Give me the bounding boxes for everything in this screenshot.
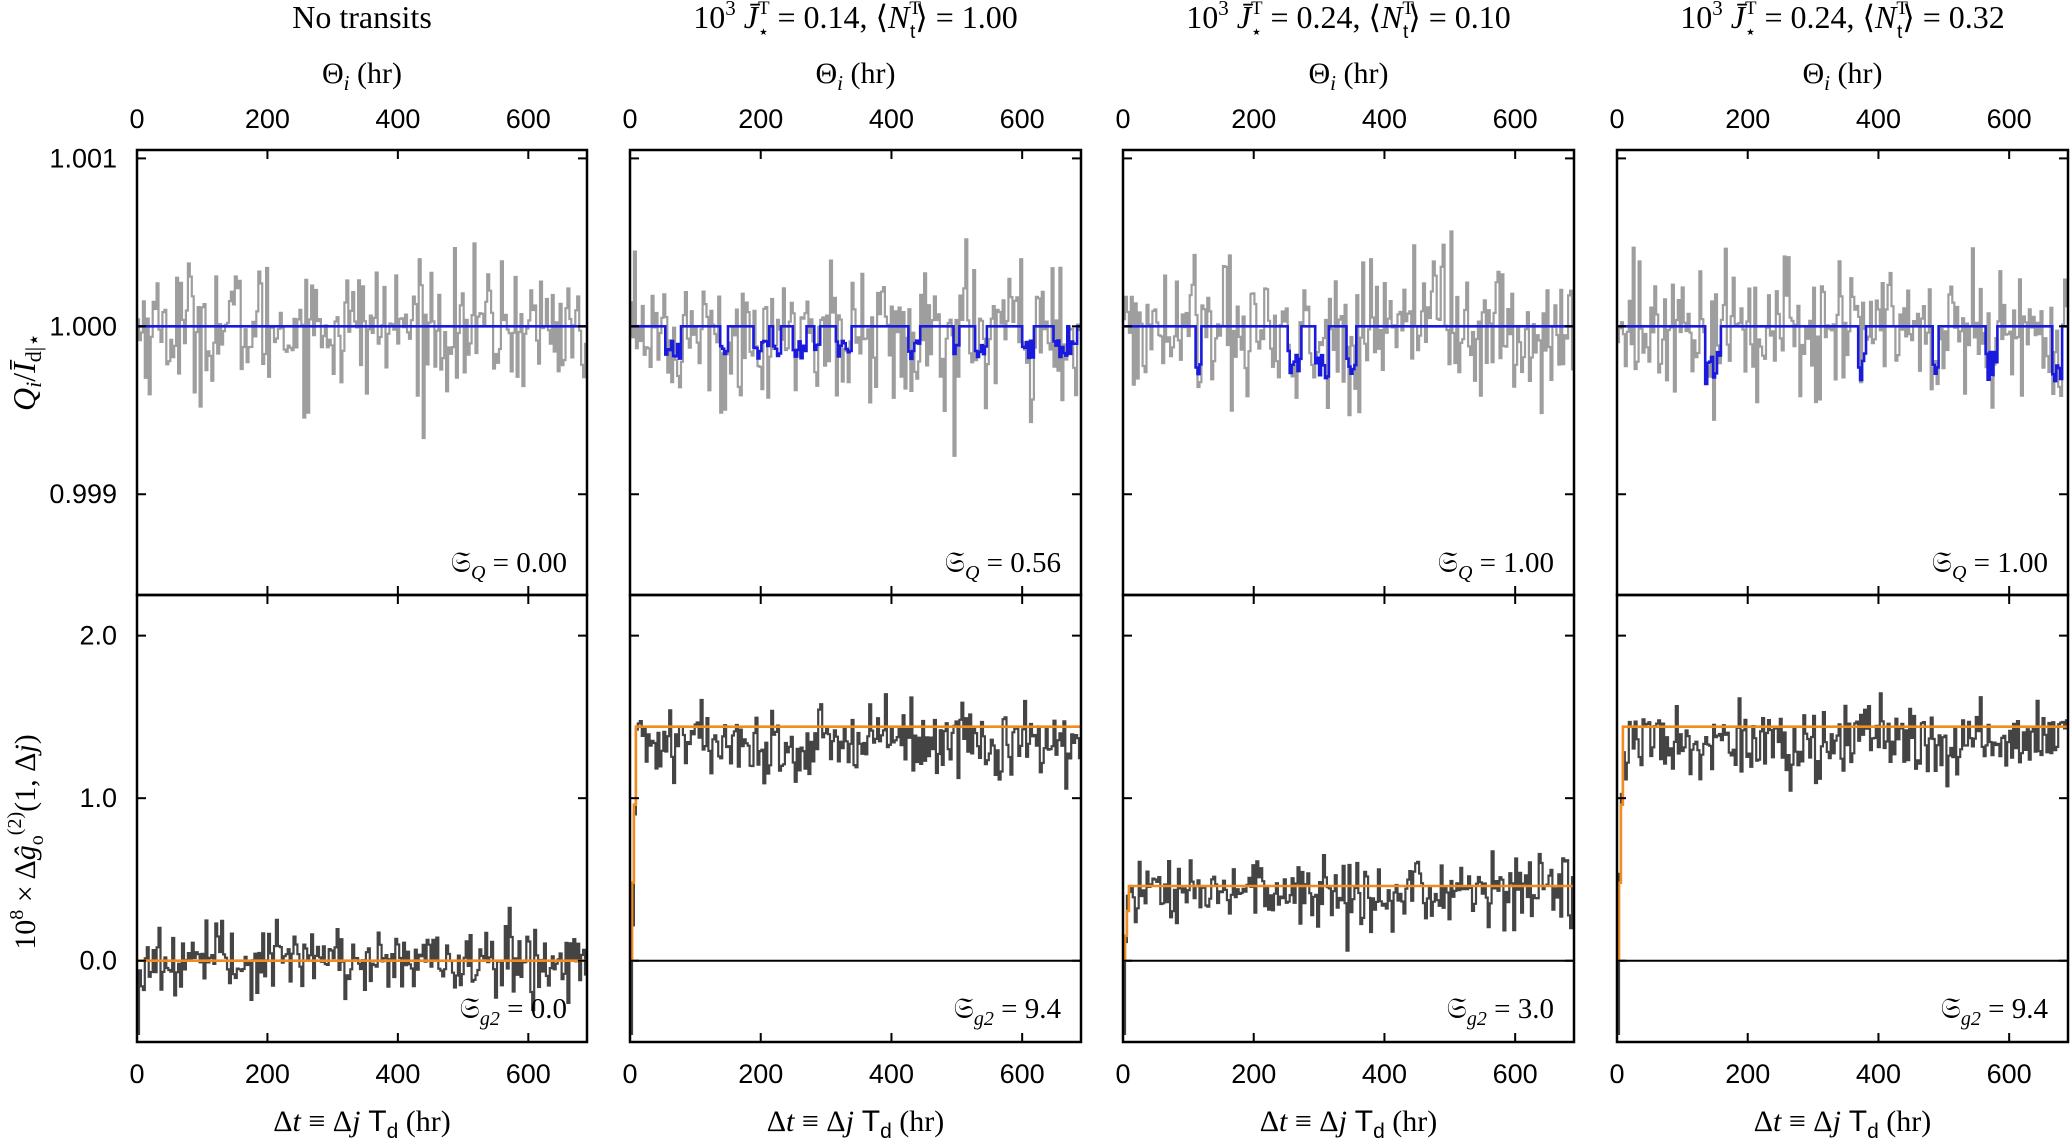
x-axis-label-top: Θi (hr) [322,57,402,95]
bottom-series [1617,692,2068,1035]
bottom-frame [1121,593,1576,1044]
x-tick-label-bottom: 0 [1609,1059,1624,1089]
q-data-line [1123,230,1574,417]
x-tick-label-top: 400 [375,104,420,134]
x-tick-label-top: 0 [1115,104,1130,134]
x-tick-label-top: 600 [1493,104,1538,134]
g2-data-line [1617,692,2068,1035]
x-tick-label-top: 400 [869,104,914,134]
panel-2: 103 J̄T ⋆ = 0.14, ⟨NT t⟩ = 1.00 Θi (hr) Δt ≡… [622,0,1083,1139]
q-data-line [630,238,1081,457]
x-tick-label-top: 0 [622,104,637,134]
x-tick-label-top: 0 [1609,104,1624,134]
x-tick-label-bottom: 600 [506,1059,551,1089]
transit-model-line [1123,325,1574,380]
bottom-series [1123,850,1574,1035]
y-tick-label-bottom: 1.0 [79,783,117,813]
y-axis-label-top: Qi/Īd|⋆ [6,333,46,411]
x-axis-label-bottom: Δt ≡ Δj Td (hr) [273,1105,451,1139]
top-frame [628,148,1083,597]
x-tick-label-bottom: 600 [1493,1059,1538,1089]
x-tick-label-bottom: 200 [1231,1059,1276,1089]
panel-title: 103 J̄T ⋆ = 0.24, ⟨NT t⟩ = 0.10 [1186,0,1511,43]
bottom-frame [1615,593,2070,1044]
y-tick-label-bottom: 0.0 [79,946,117,976]
x-tick-label-top: 400 [1856,104,1901,134]
x-tick-label-top: 0 [129,104,144,134]
x-tick-label-bottom: 400 [1362,1059,1407,1089]
x-tick-label-bottom: 0 [1115,1059,1130,1089]
y-tick-label-top: 1.001 [49,143,117,173]
g2-data-line [630,693,1081,1035]
top-series [137,242,587,440]
transit-model-line [1617,325,2068,386]
x-axis-label-bottom: Δt ≡ Δj Td (hr) [767,1105,945,1139]
x-tick-label-bottom: 0 [622,1059,637,1089]
x-tick-label-top: 200 [738,104,783,134]
x-axis-label-top: Θi (hr) [1309,57,1389,95]
x-tick-label-bottom: 200 [1725,1059,1770,1089]
x-tick-label-bottom: 600 [1000,1059,1045,1089]
x-axis-label-top: Θi (hr) [1803,57,1883,95]
x-axis-label-bottom: Δt ≡ Δj Td (hr) [1260,1105,1438,1139]
x-tick-label-top: 200 [1725,104,1770,134]
stat-label-q: 𝔖Q = 0.00 [451,547,567,584]
g2-data-line [137,906,587,1035]
stat-label-g2: 𝔖g2 = 0.0 [460,993,567,1030]
x-tick-label-bottom: 600 [1987,1059,2032,1089]
x-tick-label-bottom: 400 [869,1059,914,1089]
panel-3: 103 J̄T ⋆ = 0.24, ⟨NT t⟩ = 0.10 Θi (hr) Δt ≡… [1115,0,1576,1139]
y-tick-label-top: 1.000 [49,311,117,341]
stat-label-g2: 𝔖g2 = 9.4 [954,993,1062,1030]
svg-text:108 × Δĝo(2)(1, Δj): 108 × Δĝo(2)(1, Δj) [4,734,48,950]
bottom-frame [135,593,589,1044]
transit-model-line [630,325,1081,361]
x-tick-label-top: 600 [1987,104,2032,134]
g2-model-line [1123,884,1574,962]
x-tick-label-bottom: 200 [738,1059,783,1089]
x-axis-label-bottom: Δt ≡ Δj Td (hr) [1754,1105,1932,1139]
x-axis-label-top: Θi (hr) [816,57,896,95]
x-tick-label-top: 600 [1000,104,1045,134]
stat-label-q: 𝔖Q = 1.00 [1438,547,1554,584]
top-series [1123,230,1574,417]
top-series [630,238,1081,457]
x-tick-label-top: 400 [1362,104,1407,134]
stat-label-q: 𝔖Q = 0.56 [945,547,1061,584]
panel-4: 103 J̄T ⋆ = 0.24, ⟨NT t⟩ = 0.32 Θi (hr) Δt ≡… [1609,0,2070,1139]
svg-text:Qi/Īd|⋆: Qi/Īd|⋆ [6,333,46,411]
panel-1: No transits Θi (hr) Δt ≡ Δj Td (hr) 0 0 200 20… [49,0,589,1139]
x-tick-label-bottom: 0 [129,1059,144,1089]
g2-model-line [1617,725,2068,962]
x-tick-label-bottom: 400 [1856,1059,1901,1089]
top-series [1617,246,2068,421]
panel-title: 103 J̄T ⋆ = 0.14, ⟨NT t⟩ = 1.00 [693,0,1018,43]
x-tick-label-bottom: 400 [375,1059,420,1089]
g2-data-line [1123,850,1574,1035]
panel-title: No transits [292,0,432,35]
stat-label-q: 𝔖Q = 1.00 [1932,547,2048,584]
y-axis-label-bottom: 108 × Δĝo(2)(1, Δj) [4,734,48,950]
x-tick-label-top: 600 [506,104,551,134]
stat-label-g2: 𝔖g2 = 3.0 [1447,993,1554,1030]
stat-label-g2: 𝔖g2 = 9.4 [1941,993,2049,1030]
bottom-frame [628,593,1083,1044]
bottom-series [630,693,1081,1035]
y-tick-label-bottom: 2.0 [79,621,117,651]
x-tick-label-top: 200 [1231,104,1276,134]
g2-model-line [630,725,1081,962]
bottom-series [137,906,587,1035]
y-tick-label-top: 0.999 [49,479,117,509]
q-data-line [137,242,587,440]
x-tick-label-top: 200 [245,104,290,134]
q-data-line [1617,246,2068,421]
x-tick-label-bottom: 200 [245,1059,290,1089]
panel-title: 103 J̄T ⋆ = 0.24, ⟨NT t⟩ = 0.32 [1680,0,2005,43]
